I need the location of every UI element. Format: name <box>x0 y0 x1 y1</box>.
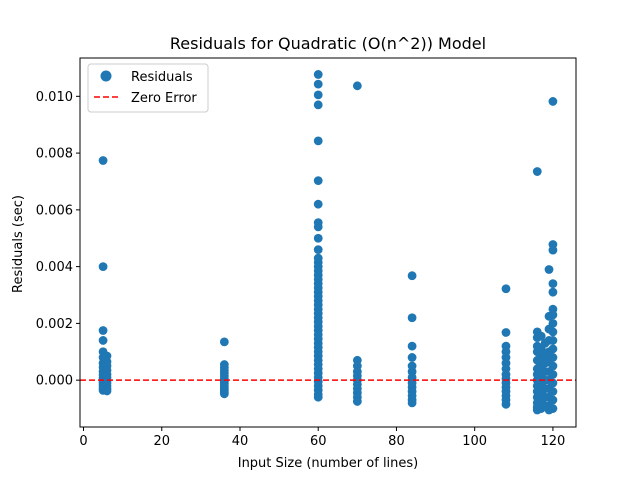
legend: Residuals Zero Error <box>87 63 209 113</box>
data-point <box>313 90 323 100</box>
x-tick-label: 60 <box>310 434 327 449</box>
data-point <box>501 284 511 294</box>
data-point <box>532 167 542 176</box>
data-point <box>313 70 323 79</box>
data-point <box>536 331 546 341</box>
data-point <box>540 367 550 377</box>
data-point <box>540 338 550 348</box>
data-point <box>544 265 554 274</box>
data-point <box>548 287 558 297</box>
data-point <box>313 233 323 243</box>
y-tick-label: 0.006 <box>36 203 73 218</box>
data-point <box>313 176 323 186</box>
data-point <box>548 327 558 337</box>
data-point <box>548 361 558 371</box>
data-point <box>352 81 362 91</box>
data-point <box>548 370 558 379</box>
data-point <box>98 326 108 335</box>
data-point <box>352 397 362 406</box>
x-tick-label: 20 <box>153 434 170 449</box>
data-point <box>548 404 558 413</box>
data-point <box>313 136 323 146</box>
data-point <box>548 97 558 106</box>
data-point <box>548 310 558 320</box>
data-point <box>98 336 108 345</box>
legend-label-zero-error: Zero Error <box>131 91 197 106</box>
axes-frame <box>79 57 577 428</box>
y-axis-label: Residuals (sec) <box>11 195 26 293</box>
data-point <box>219 389 229 399</box>
data-point <box>540 375 550 385</box>
data-point <box>548 387 558 396</box>
plot-area <box>80 70 576 415</box>
data-point <box>407 353 417 362</box>
chart-title: Residuals for Quadratic (O(n^2)) Model <box>170 34 486 53</box>
data-point <box>548 395 558 405</box>
x-tick-label: 0 <box>79 434 87 449</box>
data-point <box>313 392 323 402</box>
data-point <box>501 328 511 337</box>
y-tick-label: 0.008 <box>36 147 73 162</box>
data-point <box>540 358 550 368</box>
y-tick-label: 0.002 <box>36 317 73 332</box>
x-axis-label: Input Size (number of lines) <box>238 456 419 471</box>
data-point <box>548 245 558 255</box>
data-point <box>407 341 417 351</box>
data-point <box>540 392 550 402</box>
x-tick-label: 120 <box>541 434 566 449</box>
legend-label-residuals: Residuals <box>131 70 193 85</box>
x-axis: 0 20 40 60 80 100 120 <box>79 427 565 449</box>
y-tick-label: 0.004 <box>36 260 73 275</box>
data-point <box>501 399 511 409</box>
data-point <box>219 337 229 347</box>
x-tick-label: 40 <box>232 434 249 449</box>
data-point <box>548 319 558 328</box>
x-tick-label: 80 <box>388 434 405 449</box>
data-point <box>102 386 112 396</box>
x-tick-label: 100 <box>462 434 487 449</box>
data-point <box>540 350 550 360</box>
data-point <box>407 398 417 408</box>
y-tick-label: 0.000 <box>36 374 73 389</box>
legend-box <box>87 63 209 113</box>
data-point <box>313 245 323 255</box>
y-axis: 0.000 0.002 0.004 0.006 0.008 0.010 <box>36 90 80 389</box>
data-point <box>313 199 323 209</box>
data-point <box>548 279 558 289</box>
data-point <box>313 79 323 89</box>
data-point <box>548 344 558 354</box>
data-point <box>407 313 417 323</box>
data-point <box>407 271 417 281</box>
data-point <box>98 156 108 165</box>
data-point <box>98 262 108 272</box>
data-point <box>313 100 323 110</box>
legend-marker-residuals <box>100 70 112 82</box>
data-point <box>313 222 323 232</box>
data-point <box>540 401 550 411</box>
y-tick-label: 0.010 <box>36 90 73 105</box>
data-point <box>540 384 550 394</box>
data-point <box>548 353 558 362</box>
data-point <box>548 336 558 345</box>
